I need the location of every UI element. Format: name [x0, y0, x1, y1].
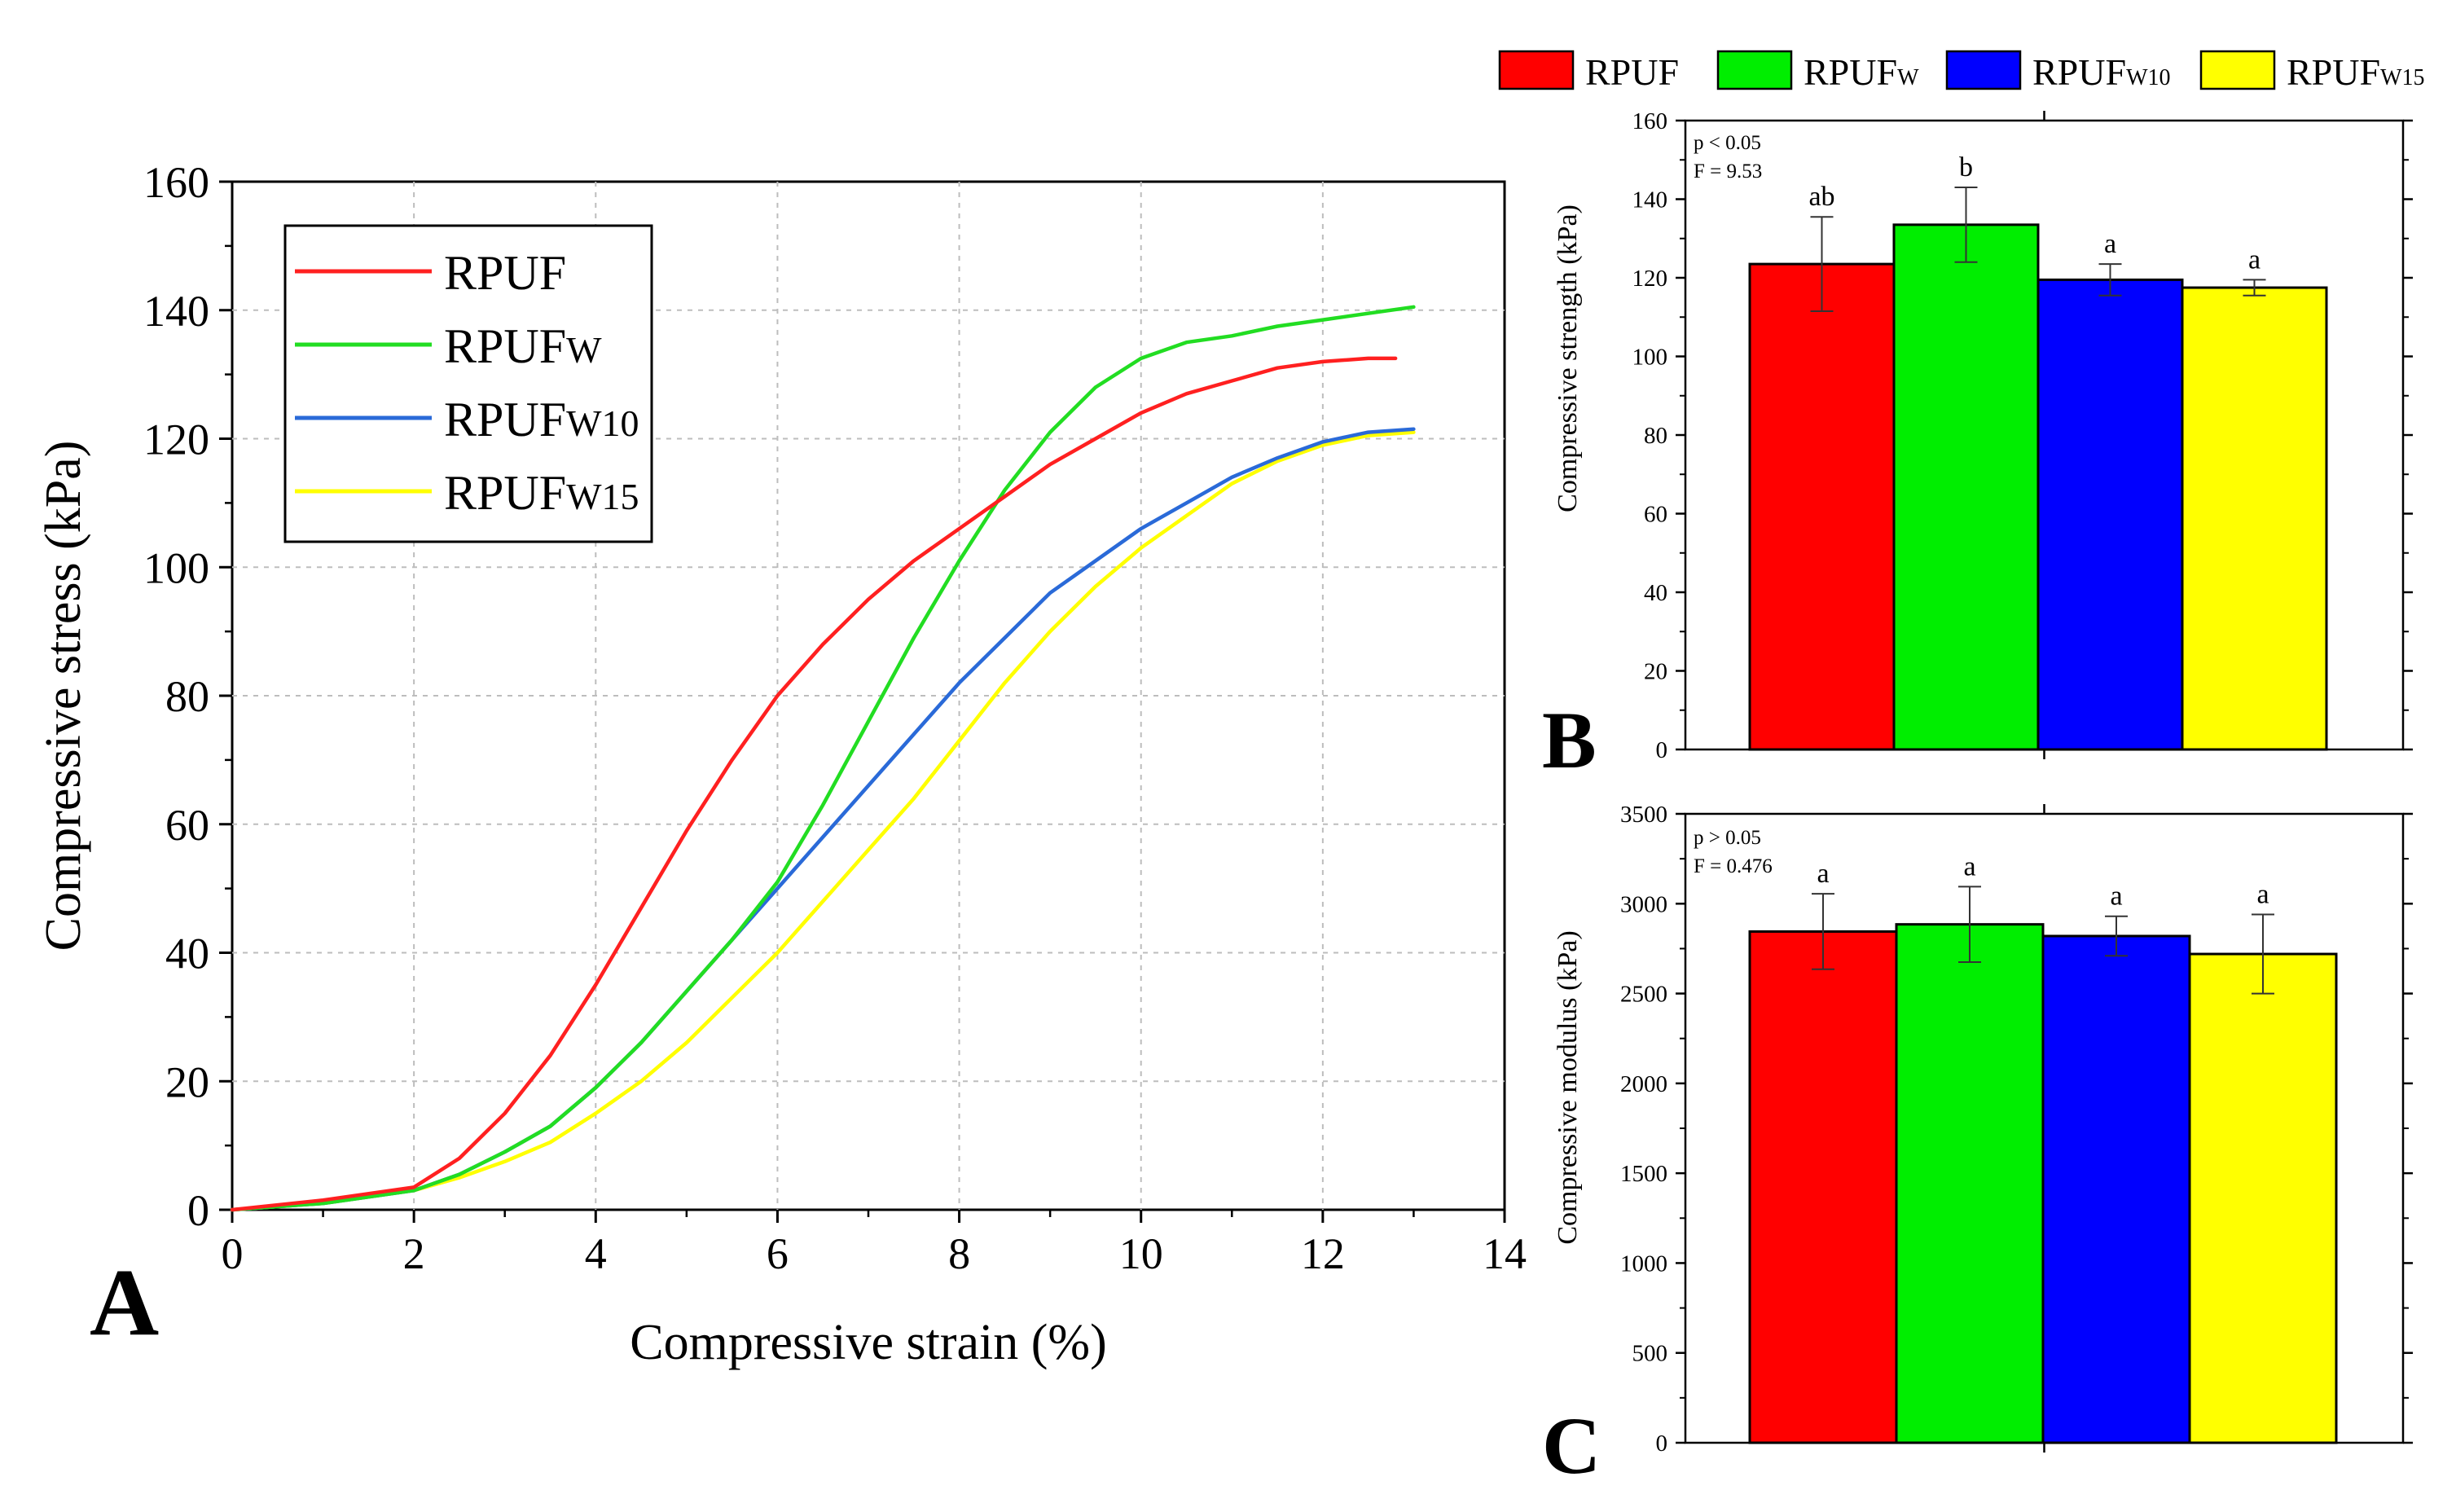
- panel-a-x-tick-label: 14: [1483, 1229, 1527, 1278]
- panel-b-stat-f: F = 9.53: [1694, 160, 1762, 182]
- panel-a-y-tick-label: 40: [165, 930, 209, 978]
- top-legend: RPUF RPUFW RPUFW10 RPUFW15: [1498, 50, 2425, 93]
- bar-rpufw15: [2181, 286, 2328, 751]
- panel-a-y-tick-label: 60: [165, 801, 209, 850]
- significance-letter: b: [1959, 152, 1973, 182]
- panel-b-ticks: 0 20 40 60 80 100 120 140 160: [1632, 108, 2413, 763]
- panel-c-stat-f: F = 0.476: [1694, 855, 1773, 877]
- panel-a-y-tick-label: 80: [165, 672, 209, 721]
- top-legend-swatch: [2199, 50, 2276, 90]
- panel-a-y-tick-label: 0: [187, 1186, 209, 1235]
- panel-c-bars: a a a a: [1748, 851, 2338, 1444]
- panel-a-y-tick-label: 120: [143, 415, 209, 464]
- panel-a-legend-label: RPUFW15: [444, 466, 639, 520]
- y-tick-label: 20: [1644, 659, 1667, 685]
- y-tick-label: 2000: [1620, 1071, 1667, 1097]
- y-tick-label: 40: [1644, 580, 1667, 606]
- panel-a-y-tick-label: 140: [143, 287, 209, 336]
- y-tick-label: 2500: [1620, 982, 1667, 1008]
- panel-a-x-tick-label: 8: [948, 1229, 970, 1278]
- panel-a-legend: RPUF RPUFW RPUFW10 RPUFW15: [283, 224, 653, 543]
- bar-rpufw10: [2036, 278, 2184, 751]
- panel-b-letter-label: B: [1542, 695, 1597, 785]
- y-tick-label: 140: [1632, 187, 1668, 213]
- panel-a-x-axis-label: Compressive strain (%): [630, 1315, 1106, 1370]
- significance-letter: a: [2248, 244, 2260, 275]
- y-tick-label: 60: [1644, 502, 1667, 528]
- y-tick-label: 1500: [1620, 1161, 1667, 1187]
- y-tick-label: 160: [1632, 108, 1668, 134]
- top-legend-swatch: [1945, 50, 2022, 90]
- significance-letter: a: [2256, 880, 2269, 910]
- y-tick-label: 80: [1644, 423, 1667, 449]
- panel-c-bar-chart: 0 500 1000 1500 2000 2500 3000 3500 a a a a p > 0.…: [1542, 802, 2413, 1491]
- panel-a-series-rpufw15: [230, 430, 1416, 1212]
- panel-a-series-rpuf: [230, 356, 1398, 1212]
- panel-a-legend-label: RPUFW10: [444, 393, 639, 446]
- panel-a-legend-label: RPUF: [444, 246, 566, 300]
- y-tick-label: 0: [1656, 1431, 1668, 1457]
- bar-rpufw15: [2188, 952, 2338, 1444]
- panel-b-bar-chart: 0 20 40 60 80 100 120 140 160 ab b a a p < 0.05 F =…: [1542, 108, 2413, 785]
- panel-a-x-tick-label: 6: [767, 1229, 789, 1278]
- top-legend-label: RPUFW10: [2032, 51, 2171, 93]
- panel-a-series-lines: [230, 305, 1416, 1212]
- y-tick-label: 100: [1632, 345, 1668, 371]
- significance-letter: a: [1817, 859, 1829, 889]
- y-tick-label: 3000: [1620, 891, 1667, 917]
- y-tick-label: 500: [1632, 1341, 1668, 1367]
- top-legend-label: RPUF: [1585, 51, 1679, 93]
- panel-c-stat-p: p > 0.05: [1694, 827, 1761, 849]
- panel-c-y-axis-label: Compressive modulus (kPa): [1553, 930, 1583, 1244]
- panel-a-x-tick-label: 10: [1119, 1229, 1163, 1278]
- panel-a-y-axis-label: Compressive stress (kPa): [36, 441, 91, 952]
- panel-a-letter-label: A: [90, 1249, 159, 1356]
- panel-a-legend-label: RPUFW: [444, 319, 602, 373]
- top-legend-label: RPUFW15: [2287, 51, 2425, 93]
- significance-letter: a: [1963, 851, 1975, 881]
- panel-b-y-axis-label: Compressive strength (kPa): [1553, 204, 1583, 512]
- panel-a-series-rpufw: [230, 305, 1416, 1212]
- bar-rpufw: [1895, 923, 2045, 1444]
- panel-a-x-tick-label: 2: [403, 1229, 425, 1278]
- top-legend-swatch: [1716, 50, 1793, 90]
- y-tick-label: 120: [1632, 266, 1668, 292]
- y-tick-label: 3500: [1620, 802, 1667, 828]
- bar-rpuf: [1748, 930, 1898, 1444]
- bar-rpuf: [1748, 262, 1896, 751]
- panel-a-x-tick-label: 12: [1301, 1229, 1345, 1278]
- panel-a-y-tick-label: 100: [143, 543, 209, 592]
- significance-letter: ab: [1808, 182, 1834, 212]
- panel-b-stat-p: p < 0.05: [1694, 132, 1761, 154]
- bar-rpufw10: [2041, 934, 2191, 1444]
- panel-a-y-tick-label: 20: [165, 1057, 209, 1106]
- bar-rpufw: [1892, 223, 2040, 751]
- significance-letter: a: [2104, 229, 2116, 259]
- panel-a-legend-box: [283, 224, 653, 543]
- significance-letter: a: [2110, 881, 2122, 912]
- y-tick-label: 1000: [1620, 1250, 1667, 1277]
- top-legend-swatch: [1498, 50, 1575, 90]
- panel-c-ticks: 0 500 1000 1500 2000 2500 3000 3500: [1620, 802, 2413, 1457]
- panel-a-x-tick-label: 0: [222, 1229, 244, 1278]
- top-legend-label: RPUFW: [1804, 51, 1919, 93]
- panel-a-x-tick-label: 4: [585, 1229, 607, 1278]
- panel-b-bars: ab b a a: [1748, 152, 2328, 751]
- panel-c-letter-label: C: [1542, 1400, 1601, 1491]
- panel-a-y-tick-label: 160: [143, 158, 209, 207]
- y-tick-label: 0: [1656, 737, 1668, 763]
